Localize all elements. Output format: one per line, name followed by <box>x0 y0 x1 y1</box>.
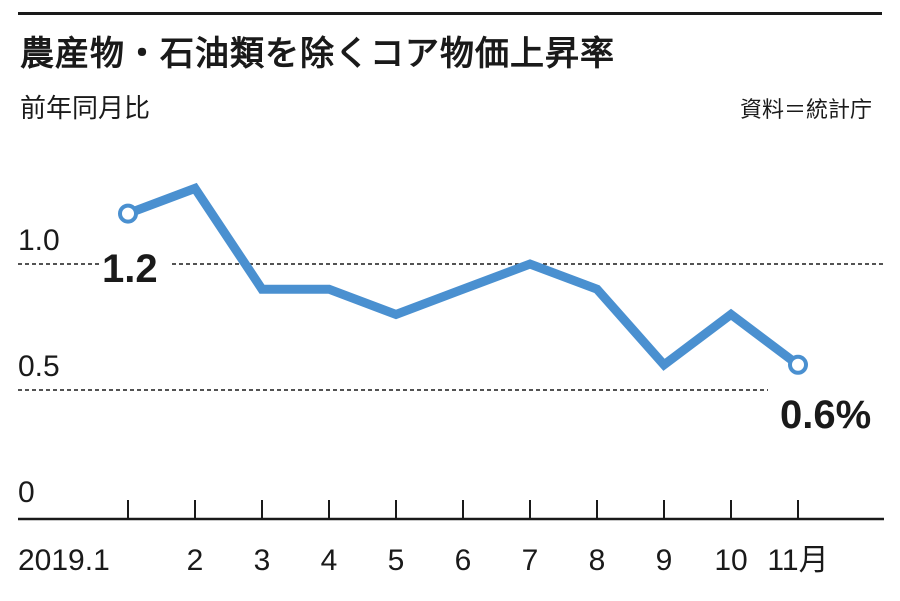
x-tick-label: 5 <box>388 544 405 577</box>
data-point <box>788 354 808 375</box>
source-note: 資料＝統計庁 <box>739 98 872 123</box>
top-rule <box>18 12 882 15</box>
y-tick-label: 1.0 <box>18 224 60 257</box>
y-tick-label: 0 <box>18 476 35 509</box>
data-label: 1.2 <box>102 247 158 291</box>
data-label: 0.6% <box>780 393 871 437</box>
x-tick-label: 6 <box>455 544 472 577</box>
chart-title: 農産物・石油類を除くコア物価上昇率 <box>20 34 615 74</box>
data-point <box>118 203 138 224</box>
x-tick-label: 4 <box>321 544 338 577</box>
x-tick-label: 3 <box>254 544 271 577</box>
x-tick-label: 9 <box>656 544 673 577</box>
x-tick-label: 11月 <box>767 544 828 577</box>
x-tick-label: 2019.1 <box>18 544 110 577</box>
series-line <box>126 182 801 371</box>
x-tick-label: 2 <box>187 544 204 577</box>
x-tick-label: 8 <box>589 544 606 577</box>
x-tick-label: 7 <box>522 544 539 577</box>
y-tick-label: 0.5 <box>18 350 60 383</box>
x-tick-label: 10 <box>714 544 747 577</box>
chart-subtitle: 前年同月比 <box>20 94 151 124</box>
